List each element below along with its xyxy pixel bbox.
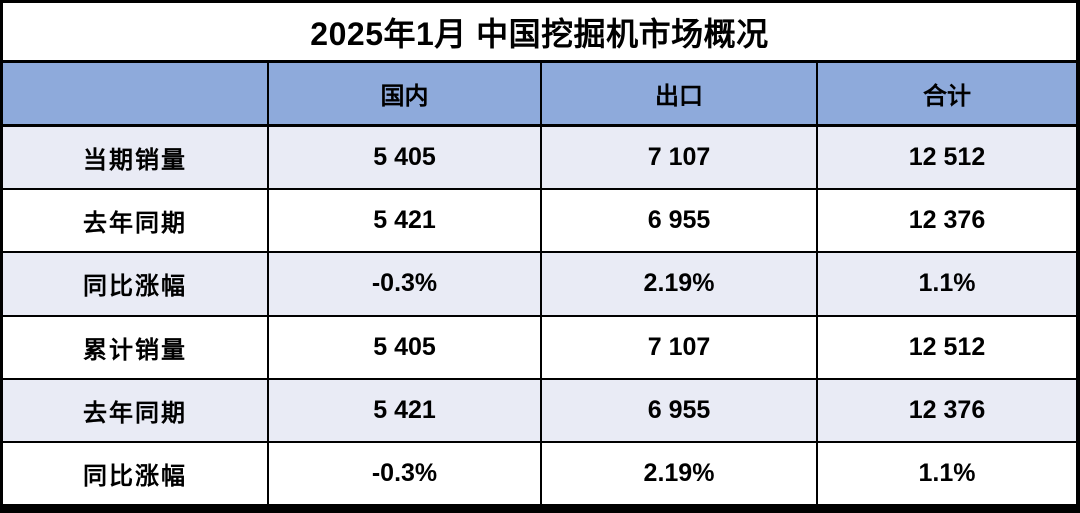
cell-total: 1.1% (816, 253, 1076, 315)
cell-domestic: 5 405 (267, 316, 540, 378)
cell-export: 7 107 (540, 316, 816, 378)
table-row-cumulative-sales: 累计销量 5 405 7 107 12 512 (3, 314, 1076, 378)
cell-domestic: -0.3% (267, 442, 540, 504)
page-title: 2025年1月 中国挖掘机市场概况 (310, 15, 769, 52)
cell-domestic: 5 421 (267, 190, 540, 252)
cell-export: 6 955 (540, 190, 816, 252)
cell-domestic: 5 405 (267, 127, 540, 189)
title-row: 2025年1月 中国挖掘机市场概况 (3, 3, 1076, 60)
cell-export: 2.19% (540, 442, 816, 504)
cell-domestic: 5 421 (267, 379, 540, 441)
row-label: 同比涨幅 (83, 462, 187, 490)
cell-total: 1.1% (816, 442, 1076, 504)
row-label: 当期销量 (83, 147, 187, 175)
table-row-last-year-same-period-cumulative: 去年同期 5 421 6 955 12 376 (3, 377, 1076, 441)
row-label: 累计销量 (83, 336, 187, 364)
header-cell-total: 合计 (816, 63, 1076, 125)
cell-export: 2.19% (540, 253, 816, 315)
row-label: 去年同期 (83, 399, 187, 427)
header-cell-export: 出口 (540, 63, 816, 125)
header-cell-empty (3, 63, 267, 124)
table-row-yoy-change-cumulative: 同比涨幅 -0.3% 2.19% 1.1% (3, 440, 1076, 504)
header-cell-domestic: 国内 (267, 63, 540, 125)
row-label: 去年同期 (83, 210, 187, 238)
cell-total: 12 512 (816, 127, 1076, 189)
cell-domestic: -0.3% (267, 253, 540, 315)
cell-export: 6 955 (540, 379, 816, 441)
cell-total: 12 512 (816, 316, 1076, 378)
table-row-last-year-same-period: 去年同期 5 421 6 955 12 376 (3, 188, 1076, 252)
table-row-current-sales: 当期销量 5 405 7 107 12 512 (3, 125, 1076, 189)
table-row-yoy-change: 同比涨幅 -0.3% 2.19% 1.1% (3, 251, 1076, 315)
cell-total: 12 376 (816, 379, 1076, 441)
cell-total: 12 376 (816, 190, 1076, 252)
cell-export: 7 107 (540, 127, 816, 189)
row-label: 同比涨幅 (83, 273, 187, 301)
table-header-row: 国内 出口 合计 (3, 60, 1076, 126)
